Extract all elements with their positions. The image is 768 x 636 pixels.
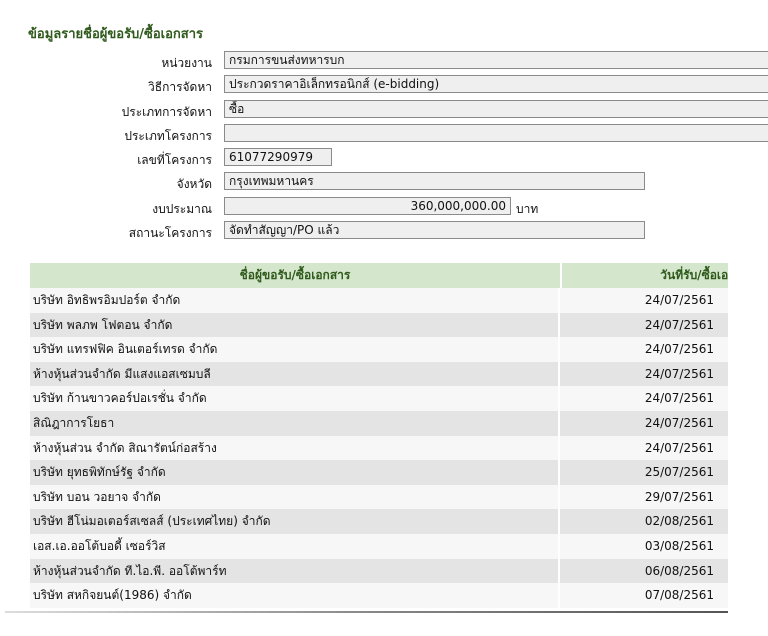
field-label: วิธีการจัดหา: [148, 80, 212, 95]
recipient-name: บริษัท แทรฟฟิค อินเตอร์เทรด จำกัด: [30, 337, 560, 362]
receive-date: 06/08/2561: [644, 563, 714, 578]
field-label: สถานะโครงการ: [128, 226, 212, 241]
field-agency: หน่วยงาน กรมการขนส่งทหารบก: [0, 50, 768, 74]
document-recipients-table: ชื่อผู้ขอรับ/ซื้อเอกสาร วันที่รับ/ซื้อเอ…: [30, 263, 728, 608]
recipient-name: สิณิฎาการโยธา: [30, 410, 560, 436]
table-row: บริษัท พลภพ โฟตอน จำกัด 24/07/2561: [30, 312, 728, 338]
field-label: งบประมาณ: [152, 201, 212, 216]
field-procurement-type: ประเภทการจัดหา ซื้อ: [0, 99, 768, 123]
recipient-name: บริษัท ก้านขาวคอร์ปอเรชั่น จำกัด: [30, 386, 560, 411]
agency-field: กรมการขนส่งทหารบก: [224, 51, 768, 69]
receive-date: 24/07/2561: [644, 440, 714, 455]
receive-date: 29/07/2561: [644, 489, 714, 504]
recipient-name: ห้างหุ้นส่วนจำกัด ที.ไอ.พี. ออโต้พาร์ท: [30, 558, 560, 584]
column-header-date: วันที่รับ/ซื้อเอกสาร: [562, 263, 728, 288]
table-row: ห้างหุ้นส่วนจำกัด มีแสงแอสเซมบลี 24/07/25…: [30, 361, 728, 387]
table-row: บริษัท แทรฟฟิค อินเตอร์เทรด จำกัด 24/07/2…: [30, 337, 728, 362]
table-row: ห้างหุ้นส่วน จำกัด สิณารัตน์ก่อสร้าง 24/0…: [30, 435, 728, 461]
table-row: บริษัท ยุทธพิทักษ์รัฐ จำกัด 25/07/2561: [30, 460, 728, 485]
table-row: บริษัท อิทธิพรอิมปอร์ต จำกัด 24/07/2561: [30, 288, 728, 313]
recipient-name: เอส.เอ.ออโต้บอดี้ เซอร์วิส: [30, 533, 560, 559]
project-type-field: [224, 123, 768, 142]
receive-date: 24/07/2561: [644, 366, 714, 381]
page-title: ข้อมูลรายชื่อผู้ขอรับ/ซื้อเอกสาร: [28, 27, 204, 42]
receive-date: 24/07/2561: [644, 293, 714, 307]
table-row: ห้างหุ้นส่วนจำกัด ที.ไอ.พี. ออโต้พาร์ท 06…: [30, 558, 728, 584]
receive-date: 25/07/2561: [644, 465, 714, 480]
field-project-number: เลขที่โครงการ 61077290979: [0, 147, 768, 171]
field-budget: งบประมาณ 360,000,000.00 บาท: [0, 196, 768, 220]
project-number-field: 61077290979: [224, 148, 332, 167]
receive-date: 24/07/2561: [644, 391, 714, 406]
recipient-name: บริษัท อิทธิพรอิมปอร์ต จำกัด: [30, 288, 560, 313]
method-field: ประกวดราคาอิเล็กทรอนิกส์ (e-bidding): [224, 75, 768, 94]
table-row: บริษัท สหกิจยนต์(1986) จำกัด 07/08/2561: [30, 583, 728, 608]
table-row: บริษัท ฮีโน่มอเตอร์สเซลส์ (ประเทศไทย) จำ…: [30, 509, 728, 534]
recipient-name: บริษัท ฮีโน่มอเตอร์สเซลส์ (ประเทศไทย) จำ…: [30, 509, 560, 534]
receive-date: 24/07/2561: [644, 415, 714, 430]
divider: [5, 611, 728, 613]
receive-date: 07/08/2561: [644, 588, 714, 603]
field-project-type: ประเภทโครงการ: [0, 123, 768, 147]
table-row: บริษัท ก้านขาวคอร์ปอเรชั่น จำกัด 24/07/25…: [30, 386, 728, 411]
field-status: สถานะโครงการ จัดทำสัญญา/PO แล้ว: [0, 220, 768, 244]
field-label: หน่วยงาน: [161, 56, 212, 70]
province-field: กรุงเทพมหานคร: [224, 172, 645, 191]
recipient-name: บริษัท พลภพ โฟตอน จำกัด: [30, 312, 560, 338]
receive-date: 03/08/2561: [644, 538, 714, 553]
field-method: วิธีการจัดหา ประกวดราคาอิเล็กทรอนิกส์ (e-…: [0, 74, 768, 98]
field-label: ประเภทโครงการ: [124, 128, 212, 143]
field-label: ประเภทการจัดหา: [121, 104, 212, 119]
recipient-name: ห้างหุ้นส่วน จำกัด สิณารัตน์ก่อสร้าง: [30, 435, 560, 461]
budget-field: 360,000,000.00: [224, 196, 511, 215]
recipient-name: บริษัท สหกิจยนต์(1986) จำกัด: [30, 583, 560, 608]
project-info-form: หน่วยงาน กรมการขนส่งทหารบก วิธีการจัดหา ปร…: [0, 50, 768, 244]
receive-date: 24/07/2561: [644, 342, 714, 357]
receive-date: 02/08/2561: [644, 514, 714, 529]
table-row: สิณิฎาการโยธา 24/07/2561: [30, 410, 728, 436]
receive-date: 24/07/2561: [644, 317, 714, 332]
field-label: จังหวัด: [176, 177, 212, 192]
field-province: จังหวัด กรุงเทพมหานคร: [0, 171, 768, 195]
table-header: ชื่อผู้ขอรับ/ซื้อเอกสาร วันที่รับ/ซื้อเอ…: [30, 263, 728, 288]
table-row: เอส.เอ.ออโต้บอดี้ เซอร์วิส 03/08/2561: [30, 533, 728, 559]
status-field: จัดทำสัญญา/PO แล้ว: [224, 221, 645, 240]
recipient-name: ห้างหุ้นส่วนจำกัด มีแสงแอสเซมบลี: [30, 361, 560, 387]
column-header-name: ชื่อผู้ขอรับ/ซื้อเอกสาร: [30, 263, 562, 288]
column-header-date-text: วันที่รับ/ซื้อเอกสาร: [660, 268, 728, 282]
currency-unit: บาท: [516, 201, 539, 216]
table-row: บริษัท บอน วอยาจ จำกัด 29/07/2561: [30, 484, 728, 510]
recipient-name: บริษัท ยุทธพิทักษ์รัฐ จำกัด: [30, 460, 560, 485]
field-label: เลขที่โครงการ: [137, 153, 212, 168]
procurement-type-field: ซื้อ: [224, 99, 768, 118]
recipient-name: บริษัท บอน วอยาจ จำกัด: [30, 484, 560, 510]
